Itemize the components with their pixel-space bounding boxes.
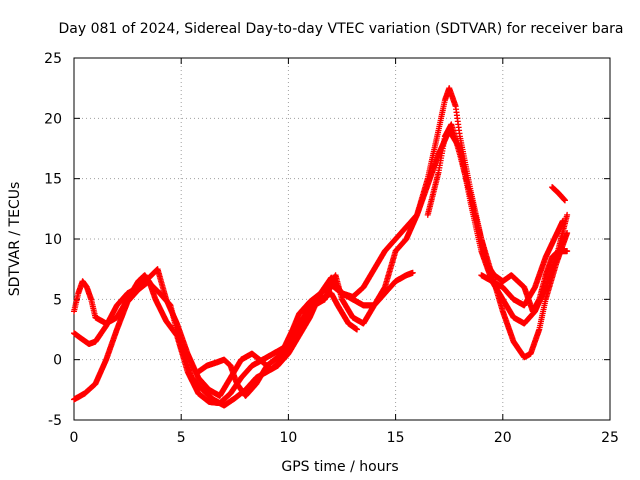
data-series — [71, 85, 571, 409]
data-point-marker — [561, 197, 568, 204]
grid-lines — [74, 58, 610, 420]
x-tick-label: 0 — [70, 430, 79, 446]
y-tick-label: 0 — [53, 353, 62, 369]
chart-title: Day 081 of 2024, Sidereal Day-to-day VTE… — [58, 21, 623, 37]
data-series-track-2 — [71, 127, 571, 399]
x-tick-label: 25 — [601, 430, 619, 446]
data-series-track-6 — [478, 217, 566, 309]
data-point-marker — [409, 269, 416, 276]
x-axis-label: GPS time / hours — [281, 459, 398, 475]
y-tick-label: 15 — [44, 172, 62, 188]
y-tick-label: 25 — [44, 51, 62, 67]
data-point-marker — [559, 217, 566, 224]
data-point-marker — [564, 248, 571, 255]
x-tick-label: 10 — [279, 430, 297, 446]
y-tick-label: 20 — [44, 111, 62, 127]
data-point-marker — [354, 326, 361, 333]
data-series-track-7 — [549, 184, 568, 204]
data-series-track-1 — [71, 85, 571, 407]
y-axis-label: SDTVAR / TECUs — [7, 182, 23, 297]
y-tick-label: 10 — [44, 232, 62, 248]
data-series-track-3 — [71, 269, 416, 409]
y-tick-label: 5 — [53, 292, 62, 308]
y-tick-label: -5 — [48, 413, 62, 429]
x-tick-label: 15 — [387, 430, 405, 446]
data-point-marker — [564, 211, 571, 218]
x-tick-label: 20 — [494, 430, 512, 446]
x-tick-label: 5 — [177, 430, 186, 446]
axis-ticks: 0 5 10 15 20 25 -5 0 5 10 15 20 25 — [44, 51, 619, 446]
data-series-track-4 — [195, 290, 361, 399]
